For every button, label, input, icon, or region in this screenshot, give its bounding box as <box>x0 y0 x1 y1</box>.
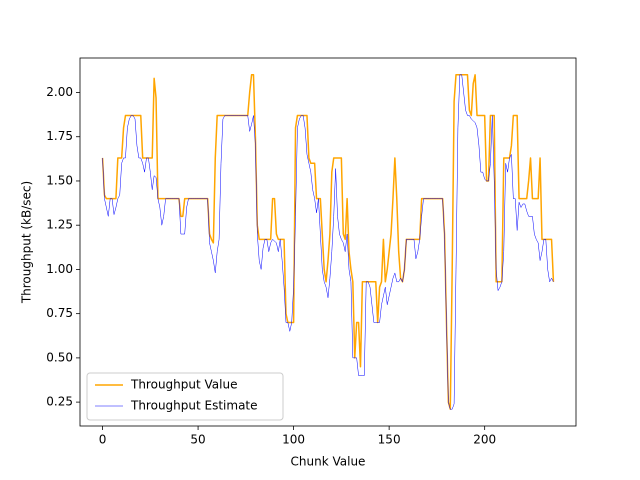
y-tick-label: 2.00 <box>46 85 73 99</box>
x-tick-label: 150 <box>378 433 401 447</box>
x-axis-label: Chunk Value <box>291 455 366 469</box>
x-tick-label: 0 <box>99 433 107 447</box>
legend-box <box>86 372 284 421</box>
y-tick-label: 0.25 <box>46 395 73 409</box>
y-axis-label: Throughput (kB/sec) <box>20 181 34 304</box>
y-tick-label: 0.75 <box>46 306 73 320</box>
x-tick-label: 200 <box>473 433 496 447</box>
legend-label: Throughput Value <box>130 378 237 392</box>
y-tick-label: 0.50 <box>46 350 73 364</box>
y-tick-label: 1.25 <box>46 218 73 232</box>
x-tick-label: 50 <box>190 433 205 447</box>
y-tick-label: 1.50 <box>46 173 73 187</box>
y-tick-label: 1.00 <box>46 262 73 276</box>
y-tick-label: 1.75 <box>46 129 73 143</box>
legend-label: Throughput Estimate <box>130 399 258 413</box>
series-line <box>102 74 554 410</box>
x-tick-label: 100 <box>282 433 305 447</box>
axes-frame <box>79 57 577 427</box>
